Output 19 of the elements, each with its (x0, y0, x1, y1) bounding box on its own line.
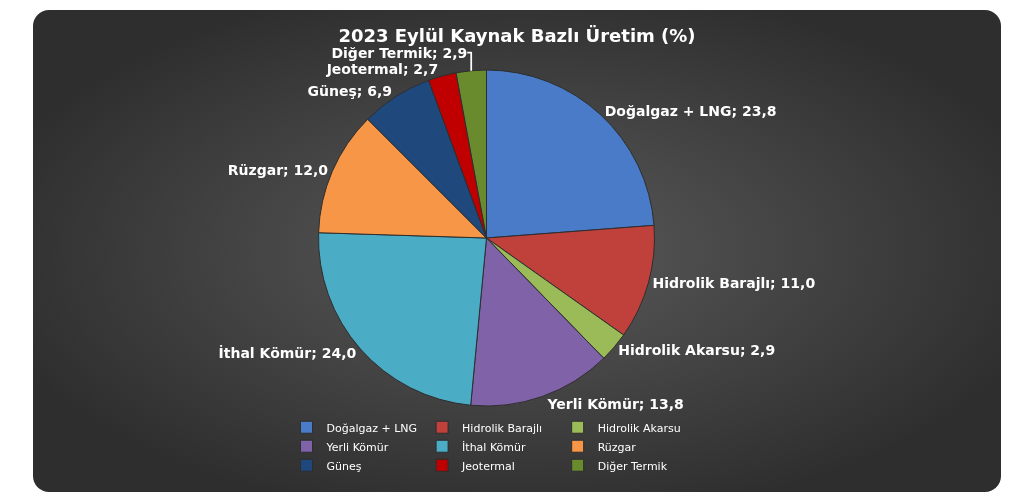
legend-label: Güneş (326, 459, 362, 473)
data-label: Yerli Kömür; 13,8 (546, 395, 684, 412)
legend-label: Doğalgaz + LNG (326, 421, 418, 435)
legend-label: Diğer Termik (597, 459, 668, 473)
data-label: Doğalgaz + LNG; 23,8 (604, 102, 777, 119)
data-label: Hidrolik Barajlı; 11,0 (652, 275, 816, 292)
data-label: Rüzgar; 12,0 (227, 162, 329, 179)
legend-label: İthal Kömür (462, 440, 526, 454)
data-label: Güneş; 6,9 (307, 82, 393, 99)
data-label: Hidrolik Akarsu; 2,9 (618, 342, 776, 359)
chart-title: 2023 Eylül Kaynak Bazlı Üretim (%) (338, 24, 696, 46)
data-label: Diğer Termik; 2,9 (331, 44, 468, 61)
legend-label: Jeotermal (461, 459, 515, 473)
legend-label: Hidrolik Akarsu (597, 421, 681, 435)
data-label: İthal Kömür; 24,0 (218, 344, 357, 361)
legend-label: Hidrolik Barajlı (462, 421, 543, 435)
legend-label: Yerli Kömür (325, 440, 389, 454)
data-label: Jeotermal; 2,7 (325, 60, 439, 77)
legend-label: Rüzgar (597, 440, 637, 454)
